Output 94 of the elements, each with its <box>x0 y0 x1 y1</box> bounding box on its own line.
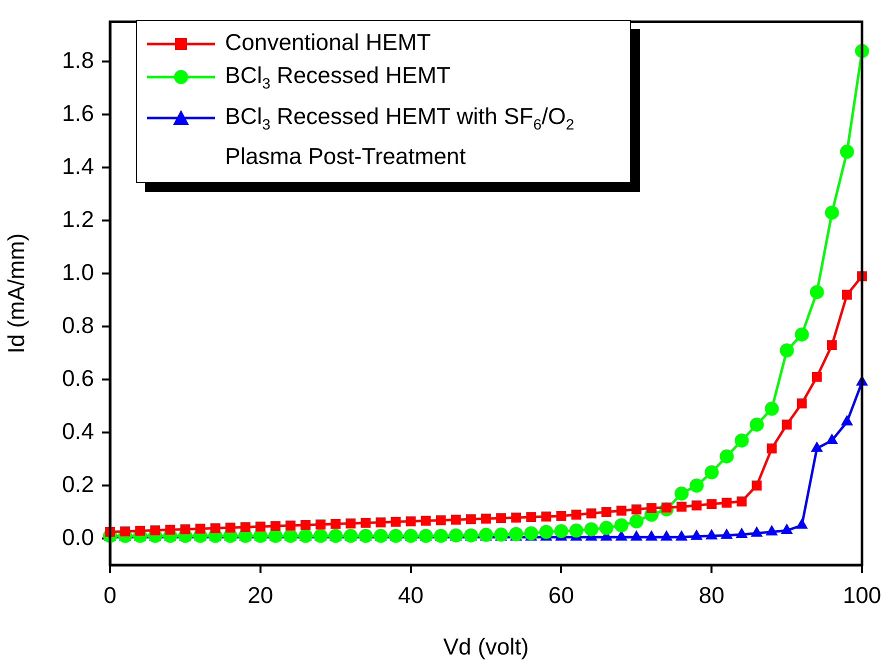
point <box>316 520 326 530</box>
y-tick-label: 0.0 <box>62 524 94 550</box>
point <box>766 443 777 454</box>
y-tick-label: 1.0 <box>62 258 94 285</box>
point <box>360 518 371 528</box>
point <box>824 206 839 220</box>
point <box>674 486 689 500</box>
x-axis-title: Vd (volt) <box>443 634 529 660</box>
point <box>541 512 552 522</box>
point <box>346 518 356 528</box>
point <box>810 285 824 300</box>
point <box>330 518 341 529</box>
point <box>466 514 476 524</box>
point <box>794 327 809 342</box>
point <box>240 522 250 532</box>
y-tick-label: 1.6 <box>62 100 94 126</box>
point <box>511 512 522 523</box>
point <box>586 508 596 518</box>
point <box>752 480 762 490</box>
point <box>420 516 431 526</box>
point <box>704 465 719 480</box>
point <box>631 504 642 514</box>
point <box>390 516 401 527</box>
point <box>629 514 644 528</box>
y-tick-label: 1.2 <box>62 206 94 232</box>
point <box>300 520 310 530</box>
point <box>436 515 446 526</box>
point <box>690 478 704 493</box>
point <box>569 524 584 538</box>
point <box>554 524 568 538</box>
point <box>692 500 702 510</box>
point <box>270 521 280 531</box>
point <box>509 527 524 541</box>
point <box>601 507 612 517</box>
point <box>556 511 566 521</box>
point <box>524 526 538 540</box>
point <box>210 523 220 534</box>
point <box>180 524 190 534</box>
point <box>780 343 794 358</box>
point <box>764 402 779 416</box>
point <box>780 524 793 534</box>
point <box>720 449 734 464</box>
x-tick-label: 100 <box>842 582 882 608</box>
point <box>616 506 626 516</box>
point <box>539 524 554 539</box>
x-tick-label: 80 <box>698 582 724 608</box>
point <box>599 520 614 535</box>
point <box>812 372 822 382</box>
point <box>255 522 266 532</box>
text: BCl$_{3}$ Recessed HEMT with SF$_{6}$/O$_{2}$ Plasma Post-Treatment <box>225 103 574 169</box>
y-tick-label: 0.2 <box>62 470 94 497</box>
point <box>450 514 461 525</box>
point <box>584 522 598 536</box>
point <box>286 520 296 530</box>
point <box>736 496 747 506</box>
point <box>722 498 732 508</box>
point <box>526 512 536 522</box>
point <box>165 524 176 535</box>
y-tick-label: 0.8 <box>62 312 94 338</box>
point <box>826 340 837 350</box>
x-tick-label: 40 <box>398 582 424 608</box>
point <box>782 420 792 430</box>
point <box>706 499 717 510</box>
point <box>481 514 491 524</box>
point <box>796 398 807 408</box>
point <box>496 513 506 524</box>
point <box>646 503 656 513</box>
point <box>225 522 236 533</box>
point <box>734 433 749 448</box>
point <box>750 418 764 432</box>
point <box>736 528 748 538</box>
point <box>676 502 686 512</box>
point <box>195 524 206 534</box>
point <box>120 526 130 536</box>
point <box>479 528 493 542</box>
point <box>614 518 628 532</box>
y-tick-label: 0.4 <box>62 418 94 444</box>
point <box>494 528 508 542</box>
y-axis-title: Id (mA/mm) <box>3 233 30 354</box>
point <box>406 516 416 526</box>
point <box>571 510 582 520</box>
legend-label: BCl$_{3}$ Recessed HEMT <box>225 60 451 94</box>
y-tick-label: 1.8 <box>62 46 94 73</box>
point <box>150 525 160 536</box>
point <box>135 526 146 536</box>
x-tick-label: 20 <box>248 582 274 608</box>
point <box>842 290 852 300</box>
point <box>840 144 854 159</box>
point <box>376 517 386 528</box>
x-tick-label: 0 <box>104 582 116 608</box>
y-tick-label: 1.4 <box>62 152 94 179</box>
y-tick-label: 0.6 <box>62 364 94 391</box>
x-tick-label: 60 <box>548 582 574 608</box>
legend-label: Conventional HEMT <box>225 28 431 57</box>
